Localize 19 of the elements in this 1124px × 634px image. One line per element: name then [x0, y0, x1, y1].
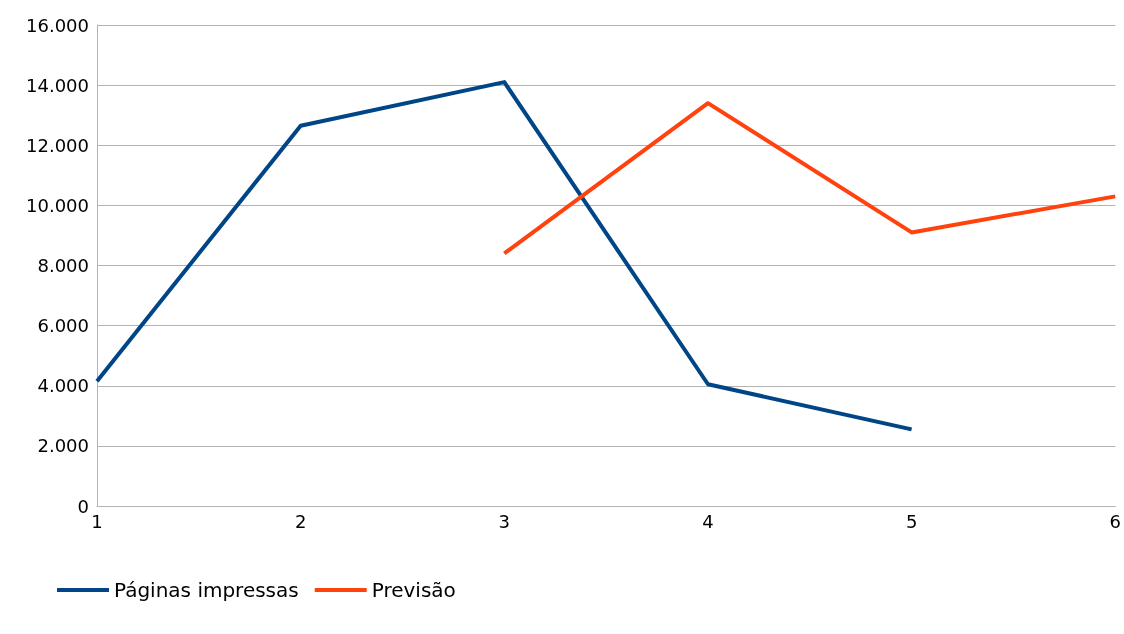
x-tick-label: 2: [294, 510, 307, 532]
y-tick-label: 10.000: [26, 194, 89, 216]
y-tick-label: 14.000: [26, 74, 89, 96]
line-series: [502, 101, 1118, 256]
legend-label: Previsão: [371, 578, 456, 602]
y-tick-label: 6.000: [37, 315, 89, 337]
x-tick-label: 1: [91, 510, 103, 532]
y-tick-label: 2.000: [37, 435, 89, 457]
y-tick-label: 16.000: [26, 14, 89, 36]
x-tick-label: 4: [702, 510, 714, 532]
y-tick-label: 4.000: [37, 375, 89, 397]
x-tick-label: 6: [1109, 510, 1121, 532]
line-series: [95, 80, 914, 432]
x-tick-label: 3: [498, 510, 511, 532]
y-tick-label: 8.000: [37, 255, 89, 276]
x-tick-label: 5: [905, 510, 918, 532]
legend-label: Páginas impressas: [114, 578, 299, 602]
y-tick-label: 12.000: [26, 134, 89, 156]
y-tick-label: 0: [77, 495, 89, 517]
